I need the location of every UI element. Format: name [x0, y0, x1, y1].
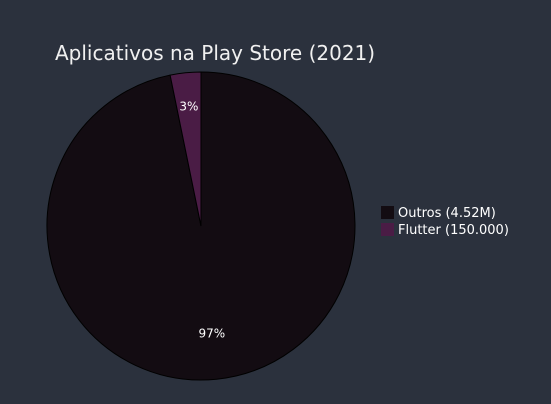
- percent-label-0: 97%: [199, 326, 226, 340]
- legend-swatch-1: [381, 223, 394, 236]
- pie-slices: [46, 71, 356, 381]
- percent-label-1: 3%: [179, 99, 198, 113]
- pie-slice-1: [169, 71, 202, 227]
- legend-label-0: Outros (4.52M): [398, 206, 496, 221]
- chart-title: Aplicativos na Play Store (2021): [55, 41, 375, 65]
- percent-labels: 97% 3%: [179, 99, 225, 340]
- legend: Outros (4.52M) Flutter (150.000): [381, 206, 509, 238]
- legend-swatch-0: [381, 206, 394, 219]
- legend-label-1: Flutter (150.000): [398, 223, 509, 238]
